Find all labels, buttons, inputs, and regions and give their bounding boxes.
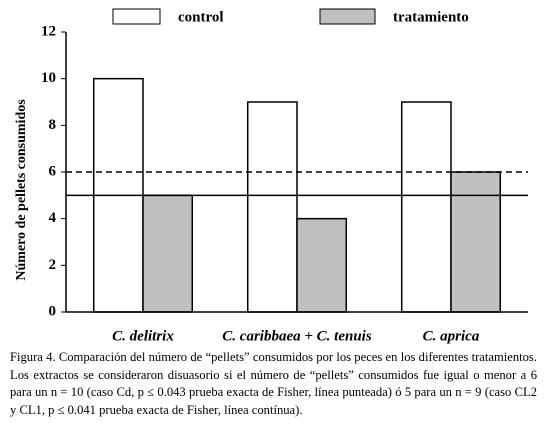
bar [450,171,502,313]
y-tick-label: 2 [49,257,57,273]
bar [142,194,194,313]
x-tick-label: C. aprica [423,328,480,344]
legend-swatch [112,8,161,25]
x-tick-label: C. caribbaea + C. tenuis [222,328,372,344]
chart: Número de pellets consumidos 0 2 4 6 8 10 12 co… [14,8,528,344]
y-tick-label: 4 [49,210,57,226]
y-tick-label: 0 [49,303,57,319]
bar [296,217,348,313]
y-tick-label: 8 [49,117,57,133]
bar [246,101,298,313]
legend-label: control [178,9,224,25]
x-tick-label: C. delitrix [112,328,174,344]
caption: Figura 4. Comparación del número de “pel… [10,350,537,417]
bar [400,101,452,313]
legend-swatch [319,8,376,25]
y-tick-label: 10 [41,70,56,86]
y-axis-label: Número de pellets consumidos [14,99,29,281]
y-tick-label: 12 [41,23,56,39]
y-tick-label: 6 [49,163,57,179]
legend-label: tratamiento [393,9,469,25]
